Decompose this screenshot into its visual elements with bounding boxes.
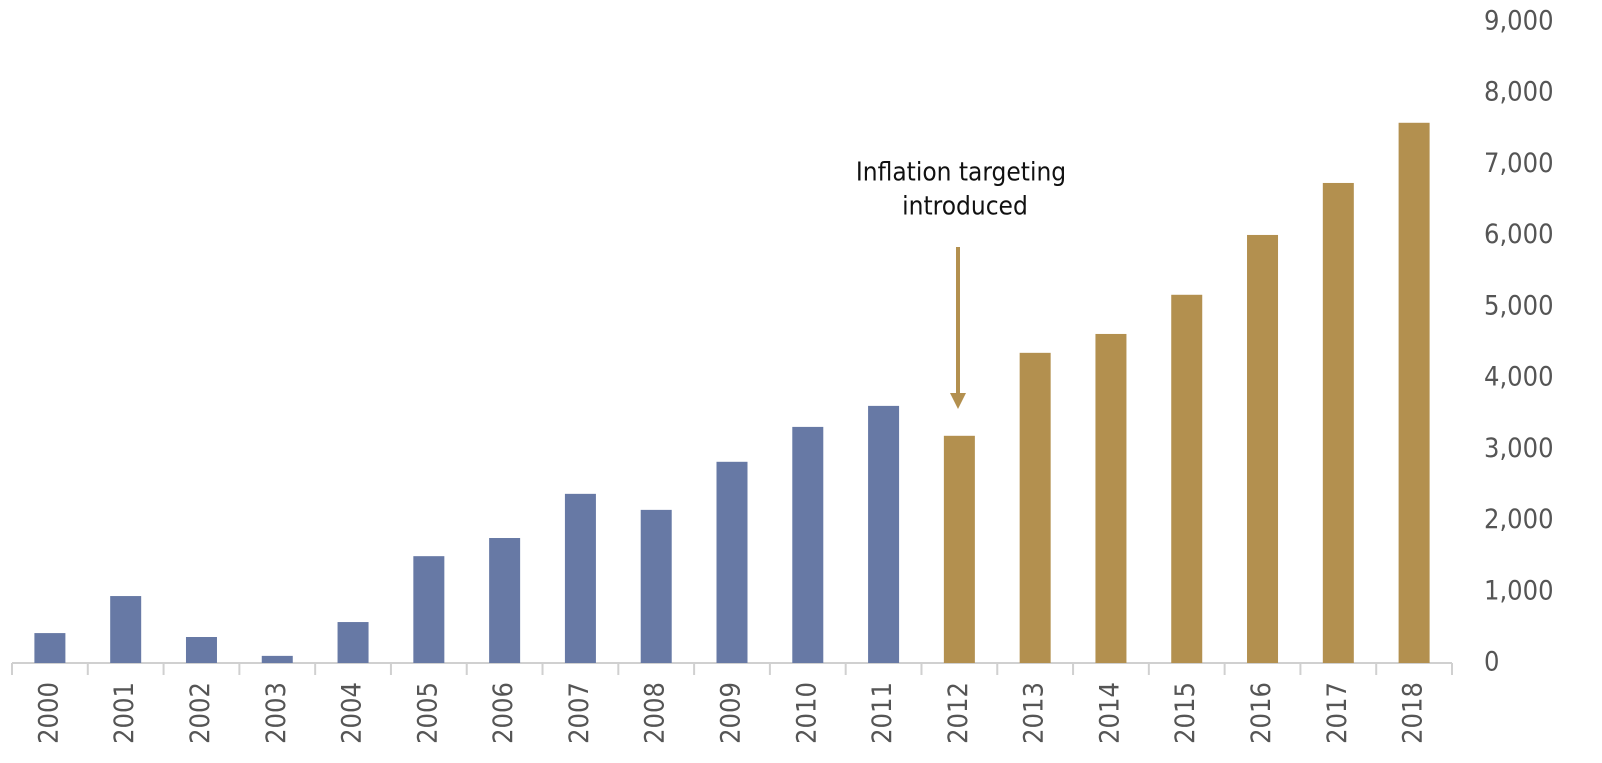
y-tick-label: 1,000: [1484, 575, 1554, 606]
x-tick-label: 2001: [109, 682, 140, 744]
bar: [792, 426, 824, 663]
y-tick-label: 4,000: [1484, 362, 1554, 393]
x-tick-label: 2008: [640, 682, 671, 744]
bar: [185, 637, 217, 663]
bar: [1322, 182, 1354, 663]
y-tick-label: 3,000: [1484, 433, 1554, 464]
bar: [1247, 234, 1279, 663]
x-tick-label: 2014: [1094, 682, 1125, 744]
bar: [1171, 294, 1203, 663]
x-tick-label: 2006: [488, 682, 519, 744]
bar: [261, 655, 293, 663]
x-tick-label: 2003: [261, 682, 292, 744]
bar: [1398, 122, 1430, 664]
annotation-arrowhead: [950, 393, 966, 409]
x-tick-label: 2016: [1246, 682, 1277, 744]
x-tick-label: 2011: [867, 682, 898, 744]
bar: [640, 509, 672, 663]
bar: [1019, 352, 1051, 663]
y-tick-label: 8,000: [1484, 77, 1554, 108]
bar: [1095, 333, 1127, 663]
y-tick-label: 7,000: [1484, 148, 1554, 179]
x-tick-label: 2015: [1170, 682, 1201, 744]
x-tick-label: 2000: [33, 682, 64, 744]
bar: [110, 596, 142, 663]
bar: [716, 461, 748, 663]
bar: [489, 538, 521, 663]
x-tick-label: 2005: [412, 682, 443, 744]
y-tick-label: 0: [1484, 647, 1499, 678]
bar: [34, 633, 66, 663]
x-tick-label: 2012: [943, 682, 974, 744]
annotation-line: introduced: [902, 192, 1028, 222]
bar: [868, 405, 900, 663]
x-tick-label: 2013: [1019, 682, 1050, 744]
x-tick-label: 2004: [337, 682, 368, 744]
y-tick-label: 5,000: [1484, 290, 1554, 321]
bar: [337, 622, 369, 663]
y-tick-label: 9,000: [1484, 6, 1554, 37]
bar: [564, 493, 596, 663]
x-tick-label: 2018: [1398, 682, 1429, 744]
y-tick-label: 6,000: [1484, 219, 1554, 250]
x-tick-label: 2009: [716, 682, 747, 744]
x-tick-label: 2002: [185, 682, 216, 744]
annotation-line: Inflation targeting: [856, 158, 1066, 188]
x-tick-label: 2007: [564, 682, 595, 744]
x-tick-label: 2017: [1322, 682, 1353, 744]
bar: [943, 435, 975, 663]
x-tick-label: 2010: [791, 682, 822, 744]
y-tick-label: 2,000: [1484, 504, 1554, 535]
bar: [413, 556, 445, 663]
